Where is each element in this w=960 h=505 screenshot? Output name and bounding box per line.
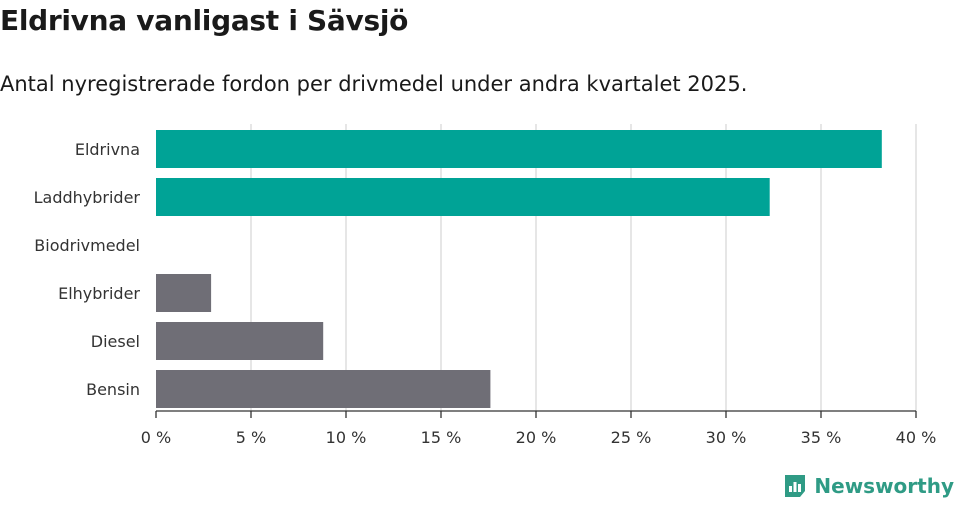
x-axis: 0 % 5 % 10 % 15 % 20 % 25 % 30 % 35 % 40 % [141, 410, 937, 447]
bar [156, 178, 770, 216]
bars [156, 130, 882, 408]
x-tick-label: 5 % [236, 428, 266, 447]
chart-title: Eldrivna vanligast i Sävsjö [0, 4, 409, 37]
brand-name: Newsworthy [814, 474, 954, 498]
bar [156, 370, 491, 408]
x-tick-label: 10 % [326, 428, 367, 447]
x-tick-label: 20 % [516, 428, 557, 447]
x-tick-label: 30 % [706, 428, 747, 447]
category-label: Diesel [91, 332, 140, 351]
category-label: Bensin [86, 380, 140, 399]
x-tick-label: 35 % [801, 428, 842, 447]
brand-logo: Newsworthy [782, 473, 954, 499]
x-tick-label: 25 % [611, 428, 652, 447]
grid-lines [250, 124, 917, 411]
category-label: Eldrivna [75, 140, 140, 159]
category-label: Laddhybrider [34, 188, 141, 207]
category-label: Biodrivmedel [34, 236, 140, 255]
chart-subtitle: Antal nyregistrerade fordon per drivmede… [0, 72, 748, 96]
x-tick-label: 15 % [421, 428, 462, 447]
bar [156, 274, 212, 312]
newsworthy-logo-icon [785, 475, 806, 497]
bar [156, 322, 324, 360]
bar [156, 130, 882, 168]
x-tick-label: 0 % [141, 428, 171, 447]
category-label: Elhybrider [58, 284, 140, 303]
category-labels: Eldrivna Laddhybrider Biodrivmedel Elhybrid… [34, 140, 141, 399]
x-tick-label: 40 % [896, 428, 937, 447]
